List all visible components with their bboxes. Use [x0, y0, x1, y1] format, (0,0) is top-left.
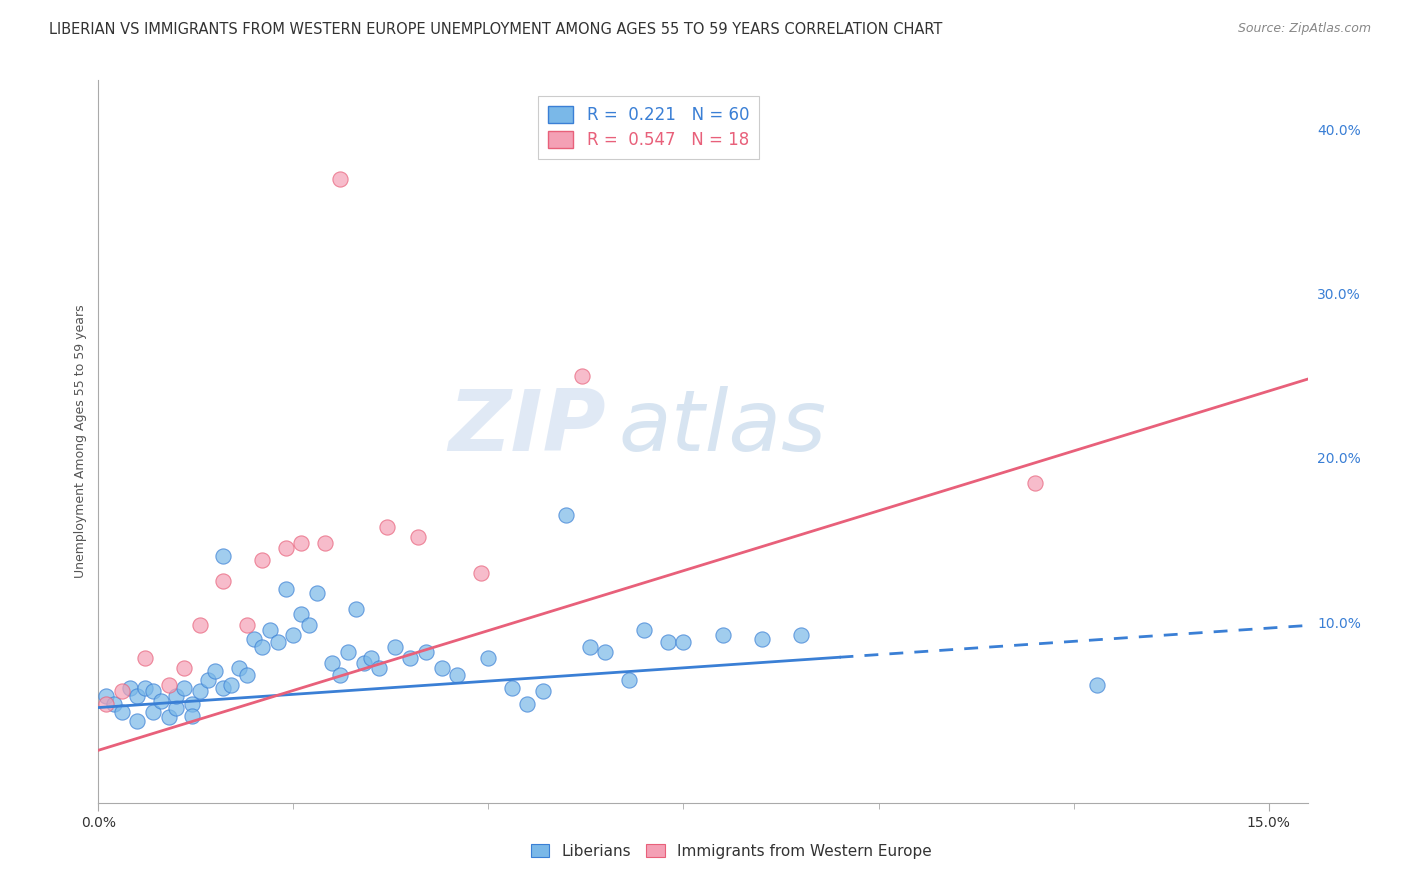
Point: [235, 618, 257, 632]
Point: [399, 651, 422, 665]
Point: [430, 661, 453, 675]
Point: [149, 694, 172, 708]
Point: [375, 520, 398, 534]
Point: [173, 681, 195, 695]
Y-axis label: Unemployment Among Ages 55 to 59 years: Unemployment Among Ages 55 to 59 years: [75, 305, 87, 578]
Point: [477, 651, 499, 665]
Point: [360, 651, 382, 665]
Point: [134, 681, 156, 695]
Text: Source: ZipAtlas.com: Source: ZipAtlas.com: [1237, 22, 1371, 36]
Point: [672, 635, 695, 649]
Point: [274, 541, 297, 556]
Text: LIBERIAN VS IMMIGRANTS FROM WESTERN EUROPE UNEMPLOYMENT AMONG AGES 55 TO 59 YEAR: LIBERIAN VS IMMIGRANTS FROM WESTERN EURO…: [49, 22, 942, 37]
Point: [235, 667, 257, 681]
Point: [267, 635, 290, 649]
Point: [305, 585, 328, 599]
Point: [329, 667, 352, 681]
Text: ZIP: ZIP: [449, 385, 606, 468]
Point: [290, 536, 312, 550]
Point: [204, 665, 226, 679]
Point: [111, 706, 134, 720]
Point: [633, 624, 655, 638]
Point: [751, 632, 773, 646]
Point: [290, 607, 312, 621]
Point: [142, 684, 165, 698]
Point: [384, 640, 406, 654]
Point: [415, 645, 437, 659]
Point: [212, 681, 235, 695]
Point: [165, 700, 187, 714]
Point: [446, 667, 468, 681]
Point: [197, 673, 219, 687]
Point: [228, 661, 250, 675]
Point: [96, 689, 118, 703]
Point: [470, 566, 492, 580]
Point: [501, 681, 523, 695]
Point: [406, 530, 429, 544]
Point: [617, 673, 640, 687]
Point: [127, 714, 149, 728]
Point: [1085, 677, 1108, 691]
Point: [212, 574, 235, 588]
Point: [127, 689, 149, 703]
Point: [711, 628, 734, 642]
Point: [516, 698, 538, 712]
Point: [344, 602, 367, 616]
Point: [219, 677, 242, 691]
Point: [134, 651, 156, 665]
Point: [283, 628, 305, 642]
Point: [103, 698, 125, 712]
Point: [337, 645, 360, 659]
Point: [142, 706, 165, 720]
Point: [579, 640, 602, 654]
Point: [531, 684, 554, 698]
Point: [111, 684, 134, 698]
Point: [243, 632, 266, 646]
Point: [1024, 475, 1046, 490]
Point: [157, 677, 180, 691]
Point: [212, 549, 235, 564]
Point: [259, 624, 281, 638]
Point: [571, 368, 593, 383]
Point: [188, 684, 211, 698]
Point: [181, 698, 204, 712]
Point: [118, 681, 141, 695]
Point: [173, 661, 195, 675]
Point: [96, 698, 118, 712]
Point: [252, 553, 274, 567]
Point: [789, 628, 811, 642]
Point: [368, 661, 391, 675]
Point: [157, 710, 180, 724]
Point: [181, 708, 204, 723]
Point: [188, 618, 211, 632]
Point: [165, 689, 187, 703]
Point: [329, 171, 352, 186]
Point: [321, 657, 343, 671]
Point: [657, 635, 679, 649]
Point: [555, 508, 578, 523]
Point: [353, 657, 375, 671]
Point: [595, 645, 617, 659]
Legend: R =  0.221   N = 60, R =  0.547   N = 18: R = 0.221 N = 60, R = 0.547 N = 18: [538, 95, 759, 159]
Point: [314, 536, 336, 550]
Text: atlas: atlas: [619, 385, 827, 468]
Point: [274, 582, 297, 597]
Point: [252, 640, 274, 654]
Legend: Liberians, Immigrants from Western Europe: Liberians, Immigrants from Western Europ…: [523, 836, 939, 866]
Point: [298, 618, 321, 632]
